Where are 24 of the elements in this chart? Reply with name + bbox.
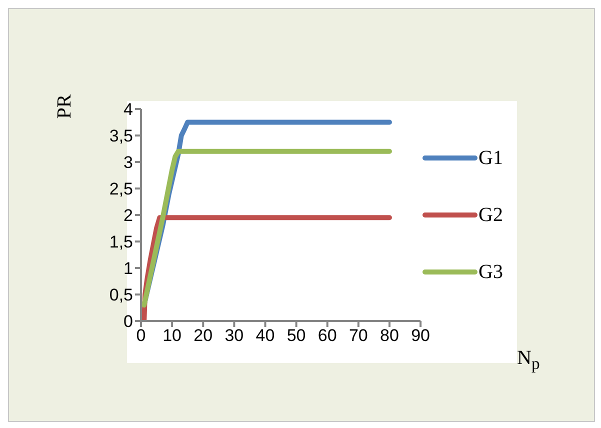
x-tick-label: 10 <box>162 326 182 346</box>
legend-label: G1 <box>478 146 503 170</box>
y-tick-label: 2,5 <box>109 180 133 199</box>
y-tick-label: 0,5 <box>109 286 133 305</box>
y-tick-label: 1,5 <box>109 232 133 252</box>
x-tick-label: 60 <box>318 326 337 346</box>
y-tick-label: 3 <box>124 153 133 172</box>
y-axis-title: PR <box>54 94 77 119</box>
y-tick-label: 2 <box>124 206 133 226</box>
legend-label: G3 <box>478 260 503 284</box>
x-axis-title: N$_{p}$ <box>517 347 540 374</box>
y-tick-label: 0 <box>124 312 133 332</box>
x-tick-label: 50 <box>286 326 306 346</box>
x-tick-label: 0 <box>136 326 146 346</box>
x-tick-label: 70 <box>348 326 368 346</box>
y-tick-label: 4 <box>124 100 133 120</box>
y-tick-label: 1 <box>124 259 133 278</box>
x-tick-label: 90 <box>411 326 430 346</box>
y-tick-label: 3,5 <box>109 126 133 146</box>
x-tick-label: 40 <box>256 326 275 346</box>
x-tick-label: 20 <box>194 326 213 346</box>
x-tick-label: 30 <box>224 326 244 346</box>
legend-label: G2 <box>478 204 503 226</box>
x-tick-label: 80 <box>380 326 399 346</box>
